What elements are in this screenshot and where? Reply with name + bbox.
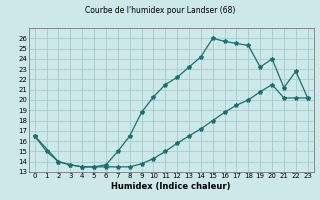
- Text: Courbe de l'humidex pour Landser (68): Courbe de l'humidex pour Landser (68): [85, 6, 235, 15]
- X-axis label: Humidex (Indice chaleur): Humidex (Indice chaleur): [111, 182, 231, 191]
